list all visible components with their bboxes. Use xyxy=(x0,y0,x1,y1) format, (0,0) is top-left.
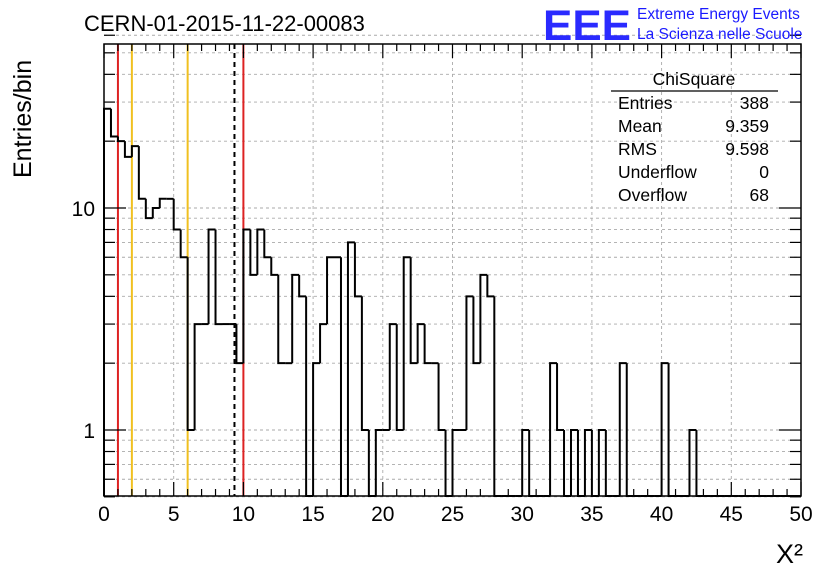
histogram-bin xyxy=(374,429,383,496)
histogram-bin xyxy=(144,198,153,220)
histogram-bin xyxy=(242,228,251,364)
histogram-bin xyxy=(256,228,265,275)
histogram-bin xyxy=(660,362,669,496)
logo-mark: EEE xyxy=(543,2,631,50)
y-tick-label: 10 xyxy=(72,198,95,221)
eee-logo: EEE Extreme Energy Events La Scienza nel… xyxy=(543,2,802,50)
histogram-bin xyxy=(291,273,300,364)
histogram-bin xyxy=(479,273,488,364)
histogram-bin xyxy=(688,429,697,496)
stat-label-rms: RMS xyxy=(618,139,657,159)
histogram-bin xyxy=(193,323,202,430)
histogram-bin xyxy=(298,274,307,298)
histogram-bin xyxy=(416,323,425,364)
run-title: CERN-01-2015-11-22-00083 xyxy=(84,11,365,36)
histogram-bin xyxy=(249,229,258,276)
histogram-bin xyxy=(277,274,286,365)
histogram-bin xyxy=(549,362,558,496)
stat-value-entries: 388 xyxy=(740,93,769,113)
histogram-bin xyxy=(346,241,355,496)
histogram-bin xyxy=(172,198,181,231)
histogram-bin xyxy=(618,362,627,496)
y-axis-title: Entries/bin xyxy=(9,60,37,178)
histogram-bin xyxy=(360,296,369,431)
histogram-bin xyxy=(423,324,432,365)
histogram-bin xyxy=(151,207,160,219)
histogram-bin xyxy=(109,108,118,138)
histogram-bin xyxy=(583,429,592,496)
histogram-bin xyxy=(521,429,530,496)
histogram-bin xyxy=(123,141,132,158)
x-tick-label: 10 xyxy=(232,503,255,526)
histogram-bin xyxy=(402,256,411,430)
histogram-bin xyxy=(186,257,195,431)
x-tick-label: 20 xyxy=(371,503,394,526)
axis-tick-labels: 0 5 10 15 20 25 30 35 40 45 50 1 10 xyxy=(72,198,813,526)
stat-label-overflow: Overflow xyxy=(618,185,687,205)
histogram-bin xyxy=(214,229,223,326)
axis-ticks xyxy=(103,34,802,498)
histogram-bin xyxy=(312,362,321,496)
x-tick-label: 35 xyxy=(580,503,603,526)
x-tick-label: 5 xyxy=(168,503,180,526)
stat-label-mean: Mean xyxy=(618,116,662,136)
histogram-bin xyxy=(465,295,474,430)
histogram-bin xyxy=(451,429,460,496)
stat-value-mean: 9.359 xyxy=(725,116,769,136)
x-tick-label: 15 xyxy=(301,503,324,526)
stat-value-overflow: 68 xyxy=(750,185,769,205)
stat-label-underflow: Underflow xyxy=(618,162,697,182)
x-axis-title: X² xyxy=(776,539,803,569)
x-tick-label: 30 xyxy=(511,503,534,526)
histogram-bin xyxy=(472,296,481,365)
x-tick-label: 45 xyxy=(720,503,743,526)
histogram-bin xyxy=(388,323,397,430)
histogram-bin xyxy=(263,229,272,259)
histogram-bin xyxy=(319,323,328,364)
x-tick-label: 25 xyxy=(441,503,464,526)
logo-line-2: La Scienza nelle Scuole xyxy=(637,26,802,43)
histogram-bin xyxy=(569,429,578,496)
histogram-bin xyxy=(116,136,125,143)
histogram-bin xyxy=(207,228,216,325)
histogram-bin xyxy=(158,197,167,208)
x-tick-label: 0 xyxy=(98,503,110,526)
histogram-bin xyxy=(326,256,335,325)
histogram-bin xyxy=(235,324,244,365)
histogram-bin xyxy=(353,242,362,298)
x-tick-label: 50 xyxy=(789,503,812,526)
histogram-bin xyxy=(137,146,146,200)
histogram-bin xyxy=(130,145,139,157)
histogram-bin xyxy=(556,363,565,431)
histogram-bin xyxy=(179,229,188,259)
histogram-bin xyxy=(437,363,446,431)
histogram-bin xyxy=(395,324,404,431)
y-tick-label: 1 xyxy=(83,420,95,443)
stats-box: ChiSquare Entries 388 Mean 9.359 RMS 9.5… xyxy=(611,69,778,205)
stat-label-entries: Entries xyxy=(618,93,673,113)
stat-value-rms: 9.598 xyxy=(725,139,769,159)
histogram-bin xyxy=(597,429,606,496)
stats-box-title: ChiSquare xyxy=(653,69,736,89)
stat-value-underflow: 0 xyxy=(759,162,769,182)
histogram-bin xyxy=(270,257,279,276)
histogram-bin xyxy=(409,257,418,365)
logo-line-1: Extreme Energy Events xyxy=(637,6,800,23)
x-tick-label: 40 xyxy=(650,503,673,526)
histogram-bin xyxy=(486,274,495,298)
